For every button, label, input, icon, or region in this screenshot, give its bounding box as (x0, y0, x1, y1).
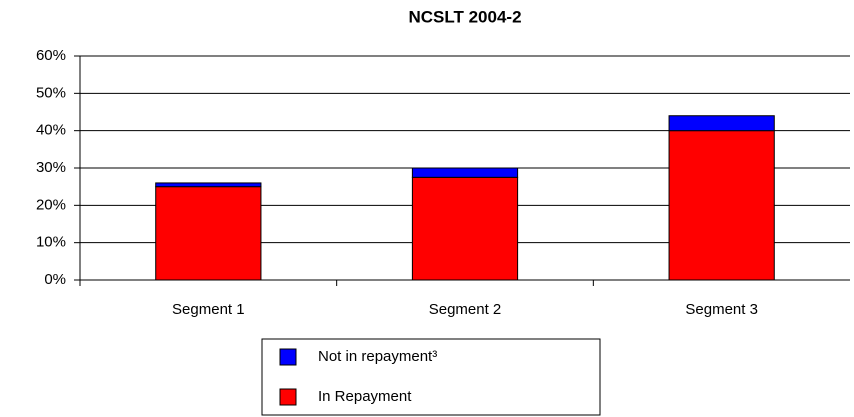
bar-segment (155, 182, 262, 188)
y-tick-label: 30% (36, 159, 66, 176)
x-tick-label: Segment 3 (685, 301, 758, 318)
y-tick-label: 50% (36, 84, 66, 101)
x-tick-label: Segment 2 (429, 301, 502, 318)
legend-label: In Repayment (318, 388, 412, 405)
y-tick-label: 60% (36, 47, 66, 64)
bar-segment (155, 186, 262, 281)
bar-segment (668, 115, 775, 132)
y-tick-label: 0% (44, 271, 66, 288)
legend-label: Not in repayment³ (318, 348, 437, 365)
legend-box (261, 338, 601, 416)
legend-swatch (279, 348, 297, 366)
bar-segment (411, 167, 519, 178)
y-tick-label: 40% (36, 122, 66, 139)
x-tick-label: Segment 1 (172, 301, 245, 318)
bar-segment (668, 130, 775, 281)
bar-segment (411, 176, 519, 281)
chart-title: NCSLT 2004-2 (408, 7, 521, 26)
y-tick-label: 10% (36, 234, 66, 251)
legend-swatch (279, 388, 297, 406)
y-tick-label: 20% (36, 196, 66, 213)
